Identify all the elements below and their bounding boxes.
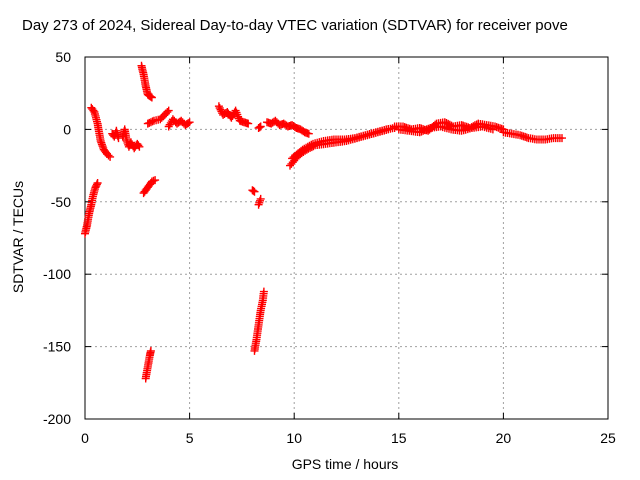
y-tick-label: -150 xyxy=(43,339,71,355)
data-point xyxy=(148,117,157,126)
y-tick-label: -50 xyxy=(51,194,71,210)
data-point xyxy=(305,141,314,150)
data-point xyxy=(163,108,172,116)
data-point xyxy=(302,143,311,152)
x-tick-label: 0 xyxy=(81,430,89,446)
y-tick-label: 0 xyxy=(63,121,71,137)
data-point xyxy=(151,176,160,185)
axis-ticks: 0 5 10 15 20 25 -200 -150 -100 -50 0 50 xyxy=(43,49,616,446)
data-point xyxy=(147,93,156,102)
data-point xyxy=(421,126,429,135)
data-point xyxy=(164,106,173,115)
data-point xyxy=(244,119,253,128)
y-tick-label: -200 xyxy=(43,411,71,427)
data-points xyxy=(81,61,566,383)
data-point xyxy=(184,119,193,128)
chart-title: Day 273 of 2024, Sidereal Day-to-day VTE… xyxy=(22,17,568,34)
data-point xyxy=(185,118,194,127)
data-point xyxy=(135,142,144,151)
plot-frame xyxy=(84,56,609,420)
y-tick-label: 50 xyxy=(55,49,71,65)
data-point xyxy=(250,187,259,196)
data-point xyxy=(256,194,265,203)
x-tick-label: 15 xyxy=(391,430,407,446)
grid-lines xyxy=(85,57,608,419)
data-point xyxy=(307,140,316,149)
x-axis-label: GPS time / hours xyxy=(291,456,399,472)
data-point xyxy=(89,106,98,115)
data-point xyxy=(114,134,123,143)
data-point xyxy=(259,287,268,296)
data-point xyxy=(304,129,313,138)
data-point xyxy=(106,152,115,161)
data-point xyxy=(104,151,113,160)
data-point xyxy=(146,346,155,355)
data-point xyxy=(134,141,143,150)
data-point xyxy=(249,186,258,195)
data-point xyxy=(558,134,566,143)
data-point xyxy=(300,144,309,153)
x-tick-label: 5 xyxy=(186,430,194,446)
x-tick-label: 10 xyxy=(286,430,302,446)
data-point xyxy=(216,105,225,114)
data-point xyxy=(215,104,224,112)
data-point xyxy=(256,122,265,131)
data-point xyxy=(417,127,426,136)
x-tick-label: 25 xyxy=(600,430,616,446)
data-point xyxy=(93,179,102,187)
data-point xyxy=(214,102,223,111)
y-tick-label: -100 xyxy=(43,266,71,282)
x-tick-label: 20 xyxy=(496,430,512,446)
y-axis-label: SDTVAR / TECUs xyxy=(10,180,26,294)
data-point xyxy=(488,125,497,134)
